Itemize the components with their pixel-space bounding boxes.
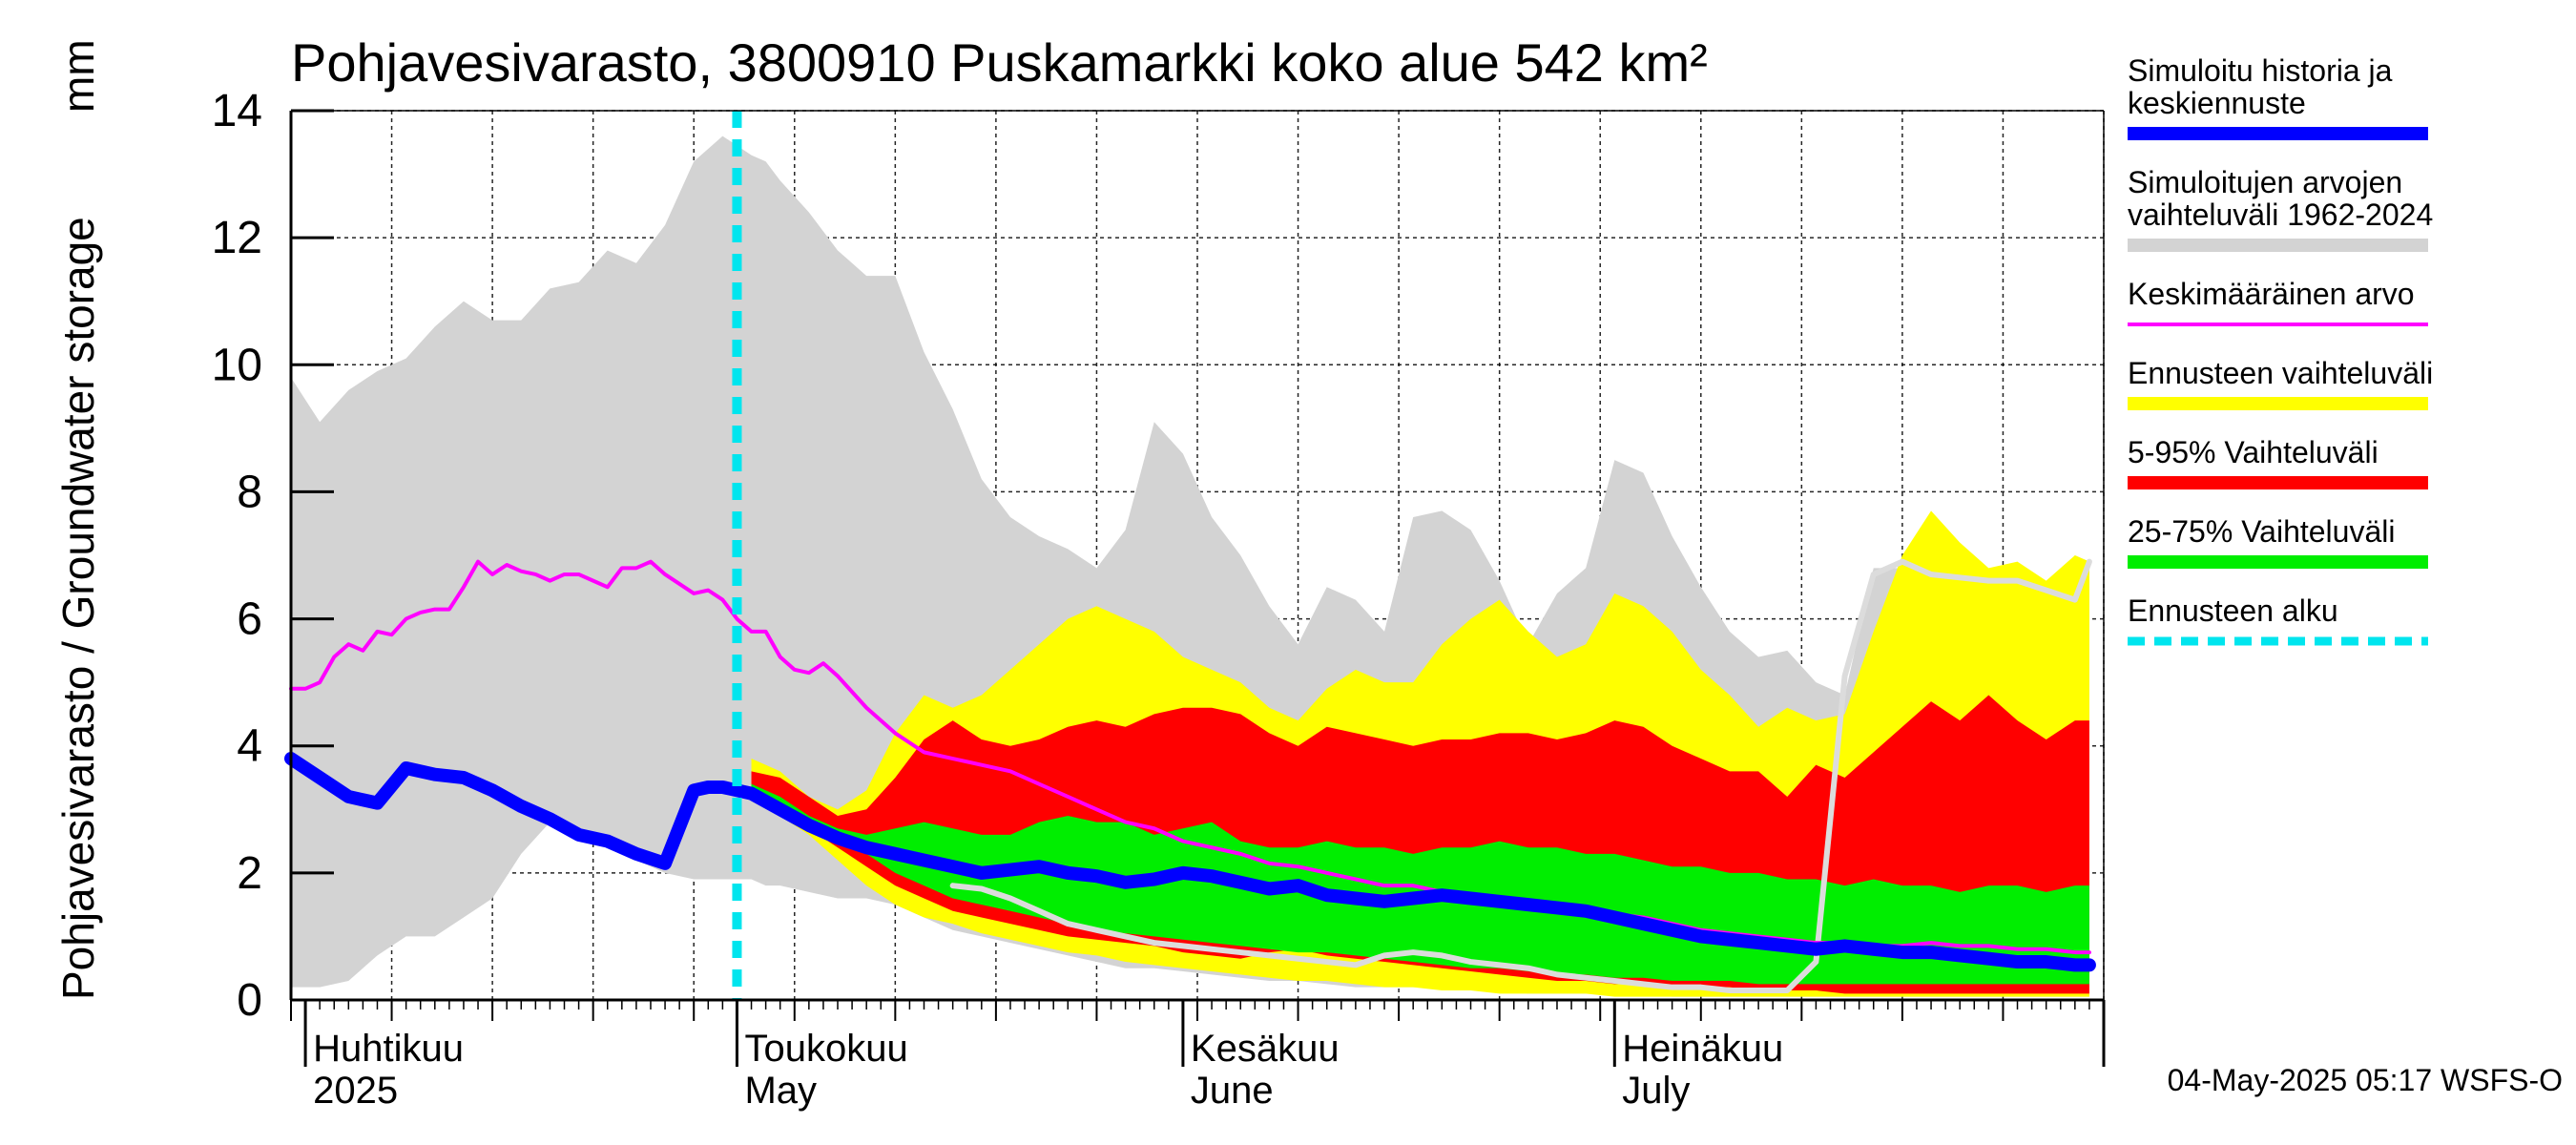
y-tick-label: 10 <box>212 340 262 390</box>
footer-timestamp: 04-May-2025 05:17 WSFS-O <box>2168 1063 2563 1097</box>
line-simuloitu-historia-ja-keskiennuste <box>284 752 2096 972</box>
y-tick-label: 2 <box>237 848 262 899</box>
y-axis-label: Pohjavesivarasto / Groundwater storage <box>53 217 103 1000</box>
x-month-label-en: June <box>1191 1070 1274 1112</box>
legend-label: Ennusteen alku <box>2128 593 2338 628</box>
legend-label: 5-95% Vaihteluväli <box>2128 435 2379 469</box>
y-axis: 0 2 4 6 8 10 12 14 <box>212 86 334 1026</box>
x-month-label-fi: Toukokuu <box>744 1028 907 1070</box>
line-simulated-history-light- <box>949 558 2092 994</box>
legend-label: keskiennuste <box>2128 86 2306 120</box>
x-month-label-en: July <box>1622 1070 1690 1112</box>
x-month-label-en: May <box>744 1070 817 1112</box>
legend-label: Simuloitujen arvojen <box>2128 165 2402 199</box>
y-tick-label: 12 <box>212 213 262 263</box>
legend-label: 25-75% Vaihteluväli <box>2128 514 2395 549</box>
legend-label: Keskimääräinen arvo <box>2128 277 2415 311</box>
x-month-label-en: 2025 <box>313 1070 398 1112</box>
x-month-label-fi: Huhtikuu <box>313 1028 464 1070</box>
y-tick-label: 4 <box>237 721 262 772</box>
y-tick-label: 0 <box>237 975 262 1026</box>
x-month-label-fi: Kesäkuu <box>1191 1028 1340 1070</box>
band-25-75-vaihteluv-li <box>751 783 2089 985</box>
y-tick-label: 6 <box>237 594 262 645</box>
legend-label: Ennusteen vaihteluväli <box>2128 356 2433 390</box>
plot-series-lines <box>284 111 2096 1000</box>
x-month-label-fi: Heinäkuu <box>1622 1028 1783 1070</box>
legend-label: vaihteluväli 1962-2024 <box>2128 198 2433 232</box>
y-tick-label: 8 <box>237 467 262 517</box>
chart-title: Pohjavesivarasto, 3800910 Puskamarkki ko… <box>291 32 1708 93</box>
legend-label: Simuloitu historia ja <box>2128 53 2393 88</box>
y-axis-unit: mm <box>53 39 103 113</box>
y-tick-label: 14 <box>212 86 262 136</box>
